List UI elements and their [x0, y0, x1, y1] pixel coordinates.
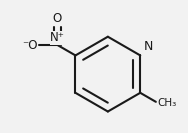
- Text: N⁺: N⁺: [50, 31, 65, 44]
- Text: ⁻O: ⁻O: [23, 39, 38, 51]
- Text: O: O: [53, 12, 62, 25]
- Text: CH₃: CH₃: [157, 97, 176, 107]
- Text: N: N: [143, 40, 153, 53]
